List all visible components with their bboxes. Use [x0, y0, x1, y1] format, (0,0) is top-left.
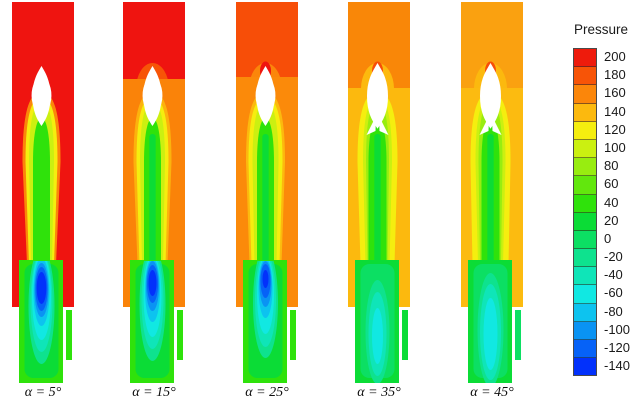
colorbar-cell--80: [574, 303, 596, 322]
colorbar-cell--60: [574, 285, 596, 304]
colorbar-cell-180: [574, 67, 596, 86]
panel-label-alpha-45: α = 45°: [470, 385, 514, 400]
panel-label-alpha-15: α = 15°: [132, 385, 176, 400]
colorbar-tick-0: 0: [604, 230, 612, 246]
valve-seat-arc-right: [45, 80, 52, 112]
valve-poppet: [366, 63, 389, 129]
colorbar-tick-180: 180: [604, 67, 626, 83]
valve-seat-arc-right: [494, 80, 501, 112]
colorbar-tick-120: 120: [604, 121, 626, 137]
panel-label-alpha-5: α = 5°: [24, 385, 62, 400]
panel-label-alpha-35: α = 35°: [357, 385, 401, 400]
pressure-contour-alpha-15: [123, 2, 185, 383]
colorbar-cell-160: [574, 85, 596, 104]
contour-panel-alpha-25: α = 25°: [236, 0, 298, 410]
colorbar-cell-120: [574, 121, 596, 140]
side-tube: [66, 310, 72, 360]
pressure-contour-alpha-5: [12, 2, 74, 383]
pressure-contour-alpha-25: [236, 2, 298, 383]
colorbar-title: Pressure: [574, 22, 629, 37]
colorbar-tick--40: -40: [604, 267, 623, 283]
pressure-contour-alpha-45: [461, 2, 523, 383]
colorbar-cell-100: [574, 139, 596, 159]
colorbar-cell--100: [574, 321, 596, 340]
valve-seat-arc-right: [381, 80, 388, 112]
colorbar-tick--60: -60: [604, 285, 623, 301]
colorbar: [573, 48, 597, 377]
colorbar-cell-140: [574, 103, 596, 122]
colorbar-cell-60: [574, 176, 596, 195]
colorbar-tick--140: -140: [604, 358, 631, 374]
colorbar-tick--100: -100: [604, 321, 631, 337]
jet-plume: [133, 92, 172, 264]
panel-label-alpha-25: α = 25°: [245, 385, 289, 400]
colorbar-body: 200 180 160 140 120 100 80 60 40 20 0 -20 -40 -60 -80-…: [573, 48, 630, 377]
valve-seat-arc-left: [480, 80, 487, 112]
valve-poppet: [479, 63, 502, 129]
low-pressure-wake: [477, 273, 504, 383]
side-tube: [402, 310, 408, 360]
valve-seat-arc-left: [31, 80, 38, 112]
jet-plume: [22, 92, 61, 264]
colorbar-tick-20: 20: [604, 212, 619, 228]
colorbar-tick-140: 140: [604, 103, 626, 119]
colorbar-ticks: 200 180 160 140 120 100 80 60 40 20 0 -20 -40 -60 -80-…: [604, 48, 630, 375]
jet-plume: [246, 92, 285, 264]
low-pressure-wake: [253, 261, 278, 358]
low-pressure-wake: [139, 261, 166, 361]
valve-seat-arc-right: [156, 80, 163, 112]
colorbar-cell-20: [574, 212, 596, 231]
colorbar-cell--120: [574, 340, 596, 359]
pressure-contour-alpha-35: [348, 2, 410, 383]
colorbar-cell-0: [574, 230, 596, 250]
side-tube: [177, 310, 183, 360]
low-pressure-wake: [28, 261, 55, 364]
side-tube: [515, 310, 521, 360]
colorbar-tick-60: 60: [604, 176, 619, 192]
colorbar-cell--20: [574, 249, 596, 268]
colorbar-cell--40: [574, 267, 596, 286]
contour-panel-alpha-15: α = 15°: [123, 0, 185, 410]
valve-seat-arc-left: [367, 80, 374, 112]
valve-seat-arc-left: [255, 80, 262, 112]
colorbar-tick-40: 40: [604, 194, 619, 210]
colorbar-cell-200: [574, 49, 596, 68]
jet-plume: [470, 92, 511, 264]
colorbar-cell-40: [574, 194, 596, 213]
contour-panel-alpha-45: α = 45°: [461, 0, 523, 410]
colorbar-tick--80: -80: [604, 303, 623, 319]
valve-seat-arc-right: [269, 80, 276, 112]
contour-panel-alpha-35: α = 35°: [348, 0, 410, 410]
low-pressure-wake: [365, 280, 390, 383]
contour-panel-alpha-5: α = 5°: [12, 0, 74, 410]
pressure-legend: Pressure 200 180 160 140 120 100 80 60 40 20 0 -20-…: [573, 22, 630, 377]
colorbar-tick--120: -120: [604, 340, 631, 355]
jet-core: [33, 118, 50, 264]
colorbar-tick--20: -20: [604, 249, 623, 265]
colorbar-tick-80: 80: [604, 158, 619, 174]
side-tube: [290, 310, 296, 360]
colorbar-tick-100: 100: [604, 139, 626, 155]
jet-plume: [357, 92, 398, 264]
colorbar-tick-200: 200: [604, 49, 626, 64]
colorbar-cell--140: [574, 358, 596, 376]
colorbar-tick-160: 160: [604, 85, 626, 101]
valve-seat-arc-left: [142, 80, 149, 112]
colorbar-cell-80: [574, 158, 596, 177]
